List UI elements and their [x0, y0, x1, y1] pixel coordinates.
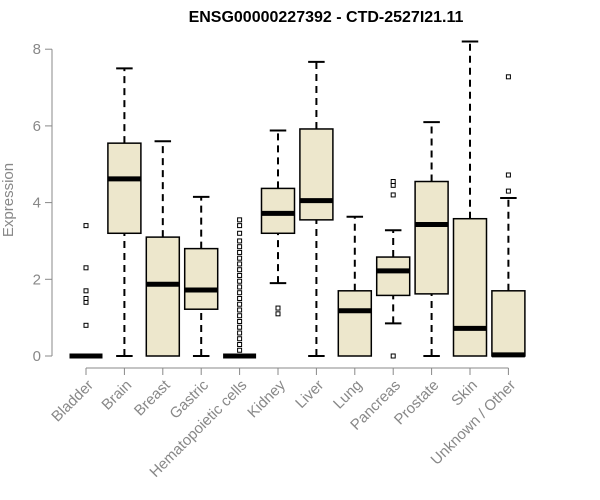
box-body	[183, 247, 219, 310]
outlier-point	[237, 238, 243, 244]
box-body	[375, 256, 411, 297]
y-tick-label: 2	[33, 271, 41, 288]
y-axis: 0 2 4 6 8	[33, 41, 53, 365]
box-gastric	[183, 195, 219, 357]
outlier-point	[83, 223, 89, 229]
outlier-point	[505, 188, 511, 194]
box-hematopoietic-cells	[223, 217, 257, 359]
outlier-point	[83, 295, 89, 301]
box-skin	[452, 40, 488, 357]
box-brain	[107, 67, 142, 357]
outlier-point	[237, 272, 243, 278]
plot-area	[69, 40, 526, 359]
outlier-point	[237, 249, 243, 255]
box-body	[107, 142, 142, 235]
outlier-point	[390, 353, 396, 359]
x-tick-label: Brain	[98, 377, 135, 414]
outlier-point	[237, 324, 243, 330]
outlier-point	[237, 347, 243, 353]
outlier-point	[237, 261, 243, 267]
y-tick-label: 4	[33, 195, 41, 212]
outlier-point	[390, 179, 396, 185]
chart-title: ENSG00000227392 - CTD-2527I21.11	[189, 9, 464, 26]
box-breast	[145, 140, 181, 357]
box-body	[452, 217, 488, 357]
outlier-point	[237, 295, 243, 301]
box-kidney	[260, 129, 296, 317]
y-tick-label: 8	[33, 41, 41, 58]
x-tick-label: Bladder	[48, 377, 97, 426]
outlier-point	[390, 192, 396, 198]
box-body	[299, 128, 334, 221]
outlier-point	[237, 318, 243, 324]
outlier-point	[237, 255, 243, 261]
outlier-point	[237, 284, 243, 290]
outlier-point	[237, 244, 243, 250]
outlier-point	[275, 305, 281, 311]
outlier-point	[83, 265, 89, 271]
box-lung	[337, 215, 373, 357]
outlier-point	[237, 330, 243, 336]
box-bladder	[69, 223, 103, 359]
box-body	[145, 236, 181, 357]
box-liver	[299, 60, 334, 357]
box-unknown-other	[491, 74, 526, 358]
box-body	[337, 290, 373, 357]
outlier-point	[237, 230, 243, 236]
outlier-point	[237, 290, 243, 296]
outlier-point	[505, 74, 511, 80]
box-body	[414, 180, 449, 295]
outlier-point	[83, 322, 89, 328]
outlier-point	[237, 336, 243, 342]
x-tick-label: Lung	[330, 377, 366, 413]
outlier-point	[237, 301, 243, 307]
x-tick-label: Skin	[448, 377, 481, 410]
outlier-point	[237, 223, 243, 229]
y-axis-label: Expression	[0, 163, 17, 237]
box-pancreas	[375, 179, 411, 359]
outlier-point	[237, 341, 243, 347]
outlier-point	[237, 307, 243, 313]
x-tick-label: Liver	[292, 377, 327, 412]
box-prostate	[414, 121, 449, 357]
outlier-point	[505, 172, 511, 178]
outlier-point	[237, 267, 243, 273]
outlier-point	[237, 313, 243, 319]
outlier-point	[237, 278, 243, 284]
outlier-point	[275, 311, 281, 317]
y-tick-label: 6	[33, 118, 41, 135]
outlier-point	[237, 217, 243, 223]
box-body	[491, 290, 526, 357]
x-tick-label: Kidney	[244, 376, 289, 421]
y-tick-label: 0	[33, 348, 41, 365]
outlier-point	[83, 288, 89, 294]
